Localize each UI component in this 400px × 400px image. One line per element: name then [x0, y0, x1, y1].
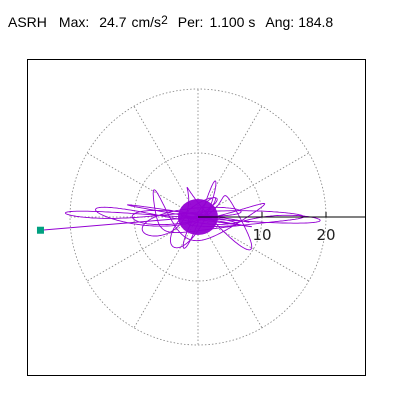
grid-spoke-300: [197, 216, 263, 329]
max-value: 24.7: [99, 14, 127, 30]
angle-label: Ang:: [265, 14, 295, 30]
axis-layer: 10 20: [36, 212, 366, 244]
period-value: 1.100 s: [209, 14, 256, 30]
angle-value: 184.8: [298, 14, 334, 30]
max-unit-exponent: 2: [161, 13, 168, 27]
max-label: Max:: [58, 14, 90, 30]
grid-spoke-240: [133, 216, 199, 329]
x-tick-label-10: 10: [252, 226, 271, 244]
orbit-trace: [64, 180, 321, 251]
max-unit: cm/s: [131, 14, 162, 30]
station-code: ASRH: [8, 14, 47, 30]
peak-marker: [36, 226, 44, 234]
x-tick-label-20: 20: [316, 226, 335, 244]
grid-spoke-30: [197, 152, 310, 218]
grid-spoke-210: [86, 216, 199, 282]
grid-spoke-150: [86, 152, 199, 218]
orbit-path: [64, 180, 321, 251]
grid-spoke-120: [133, 105, 199, 218]
grid-spoke-330: [197, 216, 310, 282]
period-label: Per:: [177, 14, 204, 30]
peak-direction-line: [40, 216, 199, 231]
plot-header: ASRH Max: 24.7 cm/s 2 Per: 1.100 s Ang: …: [8, 13, 334, 38]
